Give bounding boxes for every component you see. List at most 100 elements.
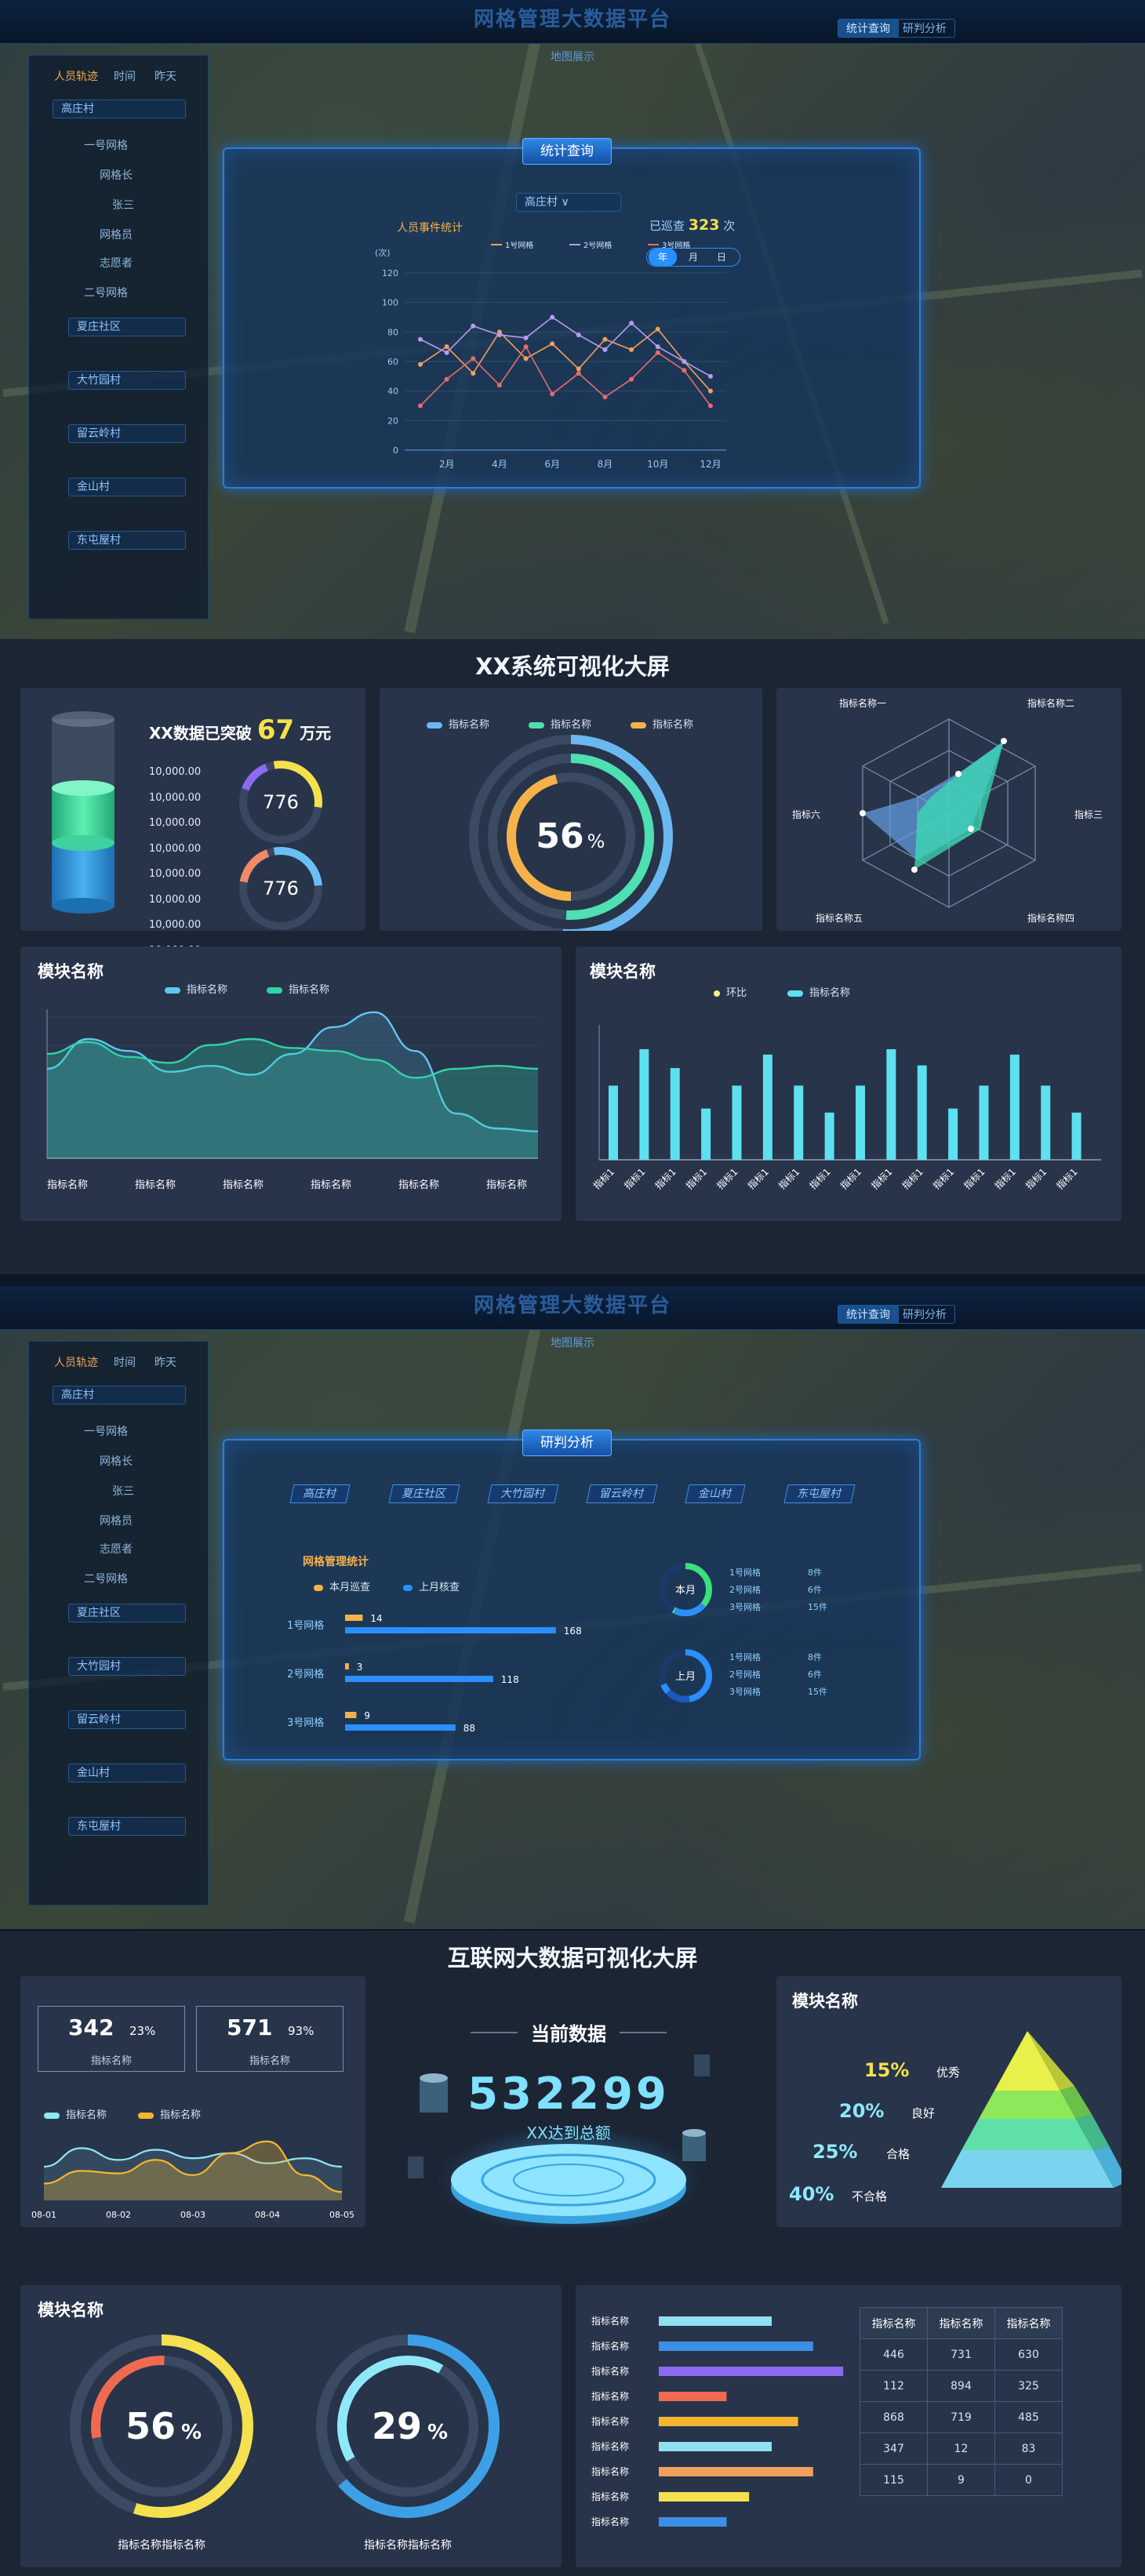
data-point (708, 373, 713, 379)
svg-text:3号网格: 3号网格 (729, 1601, 761, 1612)
percent-sign: % (587, 830, 605, 852)
village-select-2-3[interactable]: 大竹园村 (68, 1657, 186, 1676)
tree-grid-member-b[interactable]: 网格员 (100, 1515, 133, 1528)
village-tag-3[interactable]: 大竹园村 (487, 1484, 559, 1503)
tab-year[interactable]: 年 (649, 249, 677, 266)
period-tabs[interactable]: 年 月 日 (646, 248, 740, 267)
svg-text:%: % (181, 2421, 202, 2444)
panel-village-select[interactable]: 高庄村 ∨ (516, 193, 621, 212)
tree-volunteer[interactable]: 志愿者 (100, 257, 133, 270)
tree-grid-1-b[interactable]: 一号网格 (84, 1426, 128, 1438)
card-stats: 342 23% 指标名称 571 93% 指标名称 指标名称 指标名称 08-0… (20, 1976, 365, 2227)
x-tick-label: 08-05 (329, 2210, 354, 2220)
village-select-2-6[interactable]: 东屯屋村 (68, 1817, 186, 1836)
village-tag-4[interactable]: 留云岭村 (586, 1484, 658, 1503)
bar (856, 1085, 865, 1160)
x-tick-label: 指标名称 (223, 1179, 264, 1191)
bar (609, 1085, 618, 1160)
bar (659, 2492, 750, 2502)
village-select-2-1[interactable]: 高庄村 (53, 1386, 186, 1404)
village-select-1[interactable]: 高庄村 (53, 100, 186, 118)
legend-label: 1号网格 (505, 242, 533, 250)
tree-grid-2-b[interactable]: 二号网格 (84, 1573, 128, 1586)
tree-person[interactable]: 张三 (112, 199, 134, 212)
svg-text:8件: 8件 (808, 1652, 822, 1662)
bar-label: 指标名称 (591, 2516, 629, 2527)
bar (762, 1054, 772, 1160)
bar (824, 1112, 834, 1160)
tab-month[interactable]: 月 (688, 252, 698, 263)
bar-legend-1: 环比 (714, 984, 747, 999)
tree-grid-leader[interactable]: 网格长 (100, 169, 133, 182)
village-select-6[interactable]: 东屯屋村 (68, 531, 186, 550)
data-point (550, 314, 555, 320)
tab-analysis-2[interactable]: 研判分析 (894, 1305, 955, 1324)
filter-yesterday[interactable]: 昨天 (154, 71, 176, 83)
ring-56: 56 % 指标名称指标名称 (70, 2334, 253, 2552)
svg-text:指标名称指标名称: 指标名称指标名称 (118, 2539, 205, 2552)
svg-text:指标名称四: 指标名称四 (1027, 912, 1074, 924)
filter-track-2[interactable]: 人员轨迹 (54, 1357, 98, 1369)
left-sidebar-2: 人员轨迹 时间 昨天 高庄村 一号网格 网格长 张三 网格员 志愿者 二号网格 … (28, 1341, 209, 1906)
tree-grid-leader-b[interactable]: 网格长 (100, 1455, 133, 1468)
analysis-legend-1: 本月巡查 (314, 1579, 370, 1593)
data-point (496, 383, 502, 388)
filter-time-2[interactable]: 时间 (114, 1357, 136, 1369)
svg-text:15%: 15% (864, 2059, 909, 2081)
tab-stat-query-2[interactable]: 统计查询 (838, 1305, 899, 1324)
data-point (523, 335, 529, 340)
village-select-2[interactable]: 夏庄社区 (68, 318, 186, 336)
x-tick-label: 8月 (598, 459, 613, 469)
village-select-2-5[interactable]: 金山村 (68, 1764, 186, 1782)
bar (886, 1048, 896, 1160)
village-tag-2[interactable]: 夏庄社区 (388, 1484, 460, 1503)
x-tick-label: 08-01 (31, 2210, 56, 2220)
village-tag-1[interactable]: 高庄村 (289, 1484, 351, 1503)
filter-yesterday-2[interactable]: 昨天 (154, 1357, 176, 1369)
svg-text:6件: 6件 (808, 1585, 822, 1595)
svg-text:指标名称五: 指标名称五 (816, 912, 863, 924)
bar (639, 1048, 649, 1160)
bar-current-value: 3 (357, 1662, 363, 1673)
village-tag-6[interactable]: 东屯屋村 (783, 1484, 856, 1503)
visit-count: 已巡查 323 次 (649, 216, 736, 234)
filter-time[interactable]: 时间 (114, 71, 136, 83)
analysis-legend-2: 上月核查 (403, 1579, 460, 1593)
y-tick-label: 60 (387, 357, 398, 367)
svg-text:2号网格: 2号网格 (729, 1584, 761, 1595)
y-unit: (次) (375, 247, 391, 258)
village-tag-5[interactable]: 金山村 (685, 1484, 746, 1503)
card-radar: 指标名称一 指标名称二 指标三 指标名称四 指标名称五 指标六 (776, 688, 1121, 931)
tree-grid-1[interactable]: 一号网格 (84, 140, 128, 152)
svg-text:1号网格: 1号网格 (729, 1651, 761, 1662)
bar (1009, 1054, 1020, 1160)
tree-person-b[interactable]: 张三 (112, 1485, 134, 1498)
x-tick-label: 指标1 (1023, 1166, 1049, 1192)
village-select-4[interactable]: 留云岭村 (68, 424, 186, 443)
screen-analysis: 网格管理大数据平台 统计查询 研判分析 地图展示 人员轨迹 时间 昨天 高庄村 … (0, 1286, 1145, 1929)
bar (659, 2467, 813, 2476)
village-select-2-2[interactable]: 夏庄社区 (68, 1604, 186, 1622)
x-tick-label: 指标1 (622, 1166, 648, 1192)
data-point (550, 391, 555, 397)
filter-track[interactable]: 人员轨迹 (54, 71, 98, 83)
village-select-3[interactable]: 大竹园村 (68, 371, 186, 390)
tree-grid-2[interactable]: 二号网格 (84, 287, 128, 300)
stat-box-1: 342 23% 指标名称 (38, 2006, 185, 2072)
ring-29: 29 % 指标名称指标名称 (316, 2334, 500, 2552)
tree-volunteer-b[interactable]: 志愿者 (100, 1543, 133, 1556)
center-stat: 当前数据 532299 XX达到总额 (384, 1976, 753, 2227)
tab-stat-query[interactable]: 统计查询 (838, 19, 899, 38)
tab-day[interactable]: 日 (716, 252, 726, 263)
x-tick-label: 指标1 (961, 1166, 987, 1192)
tab-analysis[interactable]: 研判分析 (894, 19, 955, 38)
x-tick-label: 2月 (439, 459, 455, 469)
headline: XX数据已突破 67 万元 (149, 714, 332, 746)
event-line-chart: (次) 0 20 40 60 80 100 120 2月 4月 6月 8月 10月 12月 1号网格 2号网格… (375, 242, 726, 469)
tree-grid-member[interactable]: 网格员 (100, 229, 133, 242)
village-select-5[interactable]: 金山村 (68, 478, 186, 496)
table-head: 指标名称 (994, 2307, 1063, 2339)
village-select-2-4[interactable]: 留云岭村 (68, 1710, 186, 1729)
row-label: 3号网格 (287, 1717, 324, 1729)
svg-text:15件: 15件 (808, 1687, 827, 1697)
